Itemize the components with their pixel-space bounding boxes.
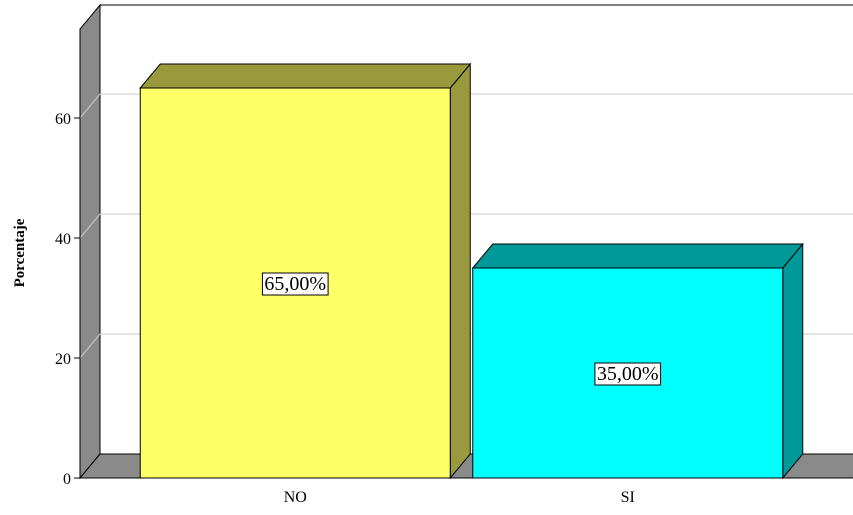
y-tick-label: 0 <box>63 471 71 488</box>
x-tick-label: NO <box>284 489 307 506</box>
gridline-side <box>79 93 101 119</box>
bar-side <box>449 62 471 480</box>
bar-top <box>139 63 472 89</box>
bar-top <box>471 243 804 269</box>
y-tick-label: 20 <box>55 351 71 368</box>
bar-si <box>471 242 804 480</box>
bar-no <box>139 62 472 480</box>
labels: NO 65,00% SI 35,00% <box>261 272 662 506</box>
x-tick-label: SI <box>621 489 635 506</box>
y-tick-label: 60 <box>55 111 71 128</box>
y-axis-label: Porcentaje <box>12 218 28 287</box>
side-wall <box>79 3 101 480</box>
data-label: 65,00% <box>264 273 326 295</box>
bar-side <box>782 242 804 480</box>
gridline-side <box>79 333 101 359</box>
data-label-box <box>261 272 329 296</box>
y-tick-label: 40 <box>55 231 71 248</box>
data-label-box <box>594 362 662 386</box>
data-label: 35,00% <box>597 363 659 385</box>
gridline-side <box>79 213 101 239</box>
